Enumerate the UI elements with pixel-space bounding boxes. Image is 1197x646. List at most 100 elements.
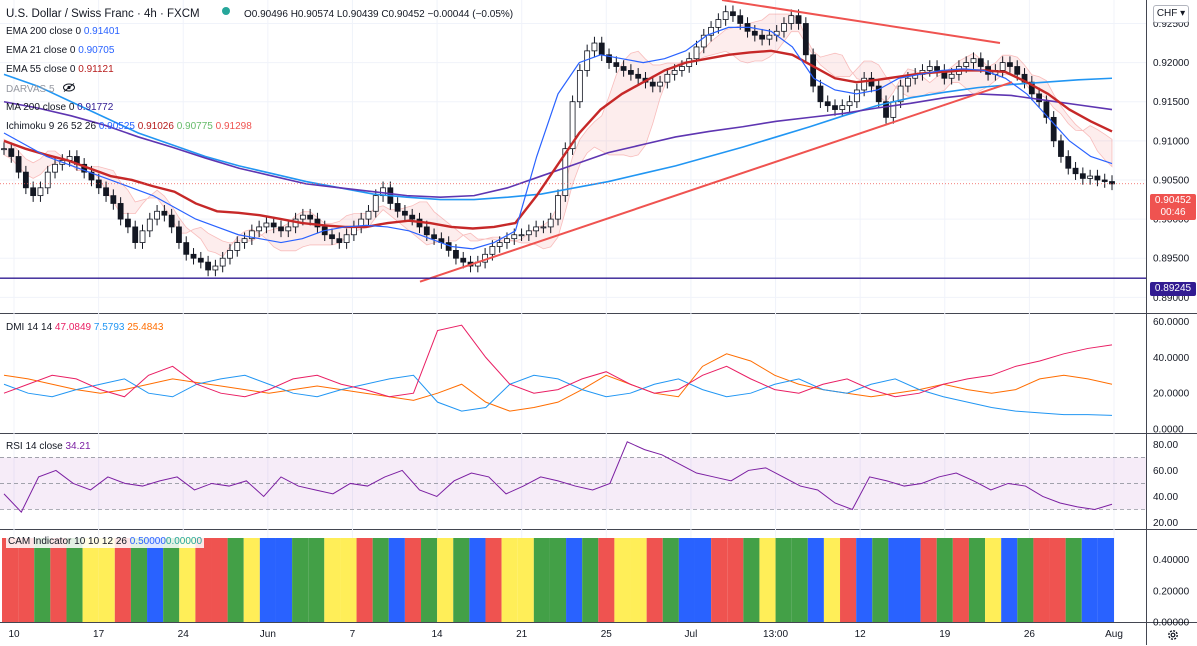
current-price-tag: 0.90452 00:46: [1150, 194, 1196, 220]
candle: [95, 179, 102, 189]
cam-bar: [114, 538, 131, 622]
time-tick-label: 12: [855, 629, 867, 640]
candle: [219, 257, 226, 267]
cam-tick-label: 0.20000: [1153, 586, 1190, 597]
candle: [299, 214, 306, 220]
legend-ema200[interactable]: EMA 200 close 0 0.91401: [6, 26, 120, 38]
bar-countdown: 00:46: [1160, 207, 1186, 218]
cam-bar: [50, 538, 67, 622]
candle: [44, 171, 51, 189]
candle: [248, 230, 255, 240]
cam-bar: [179, 538, 196, 622]
candle: [795, 15, 802, 24]
candle: [620, 66, 627, 71]
cam-bar: [147, 538, 164, 622]
time-tick-label: 14: [432, 629, 444, 640]
descending-trendline: [721, 0, 1001, 45]
dmi-tick-label: 0.0000: [1153, 425, 1184, 436]
candle: [700, 34, 707, 48]
cam-bar: [694, 538, 712, 622]
candle: [576, 70, 583, 103]
candle: [1101, 179, 1108, 182]
gear-icon[interactable]: [1166, 628, 1180, 646]
cam-bar: [501, 538, 518, 622]
legend-ichimoku[interactable]: Ichimoku 9 26 52 26 0.90525 0.91026 0.90…: [6, 121, 252, 133]
cam-bar: [1065, 538, 1082, 622]
horizontal-line-price-tag: 0.89245: [1150, 282, 1196, 296]
candle: [904, 77, 911, 87]
candle: [125, 218, 131, 228]
candle: [256, 226, 263, 232]
rsi-tick-label: 40.00: [1153, 492, 1178, 503]
candle: [817, 85, 824, 103]
cam-bar: [372, 538, 389, 622]
candle: [190, 253, 197, 259]
dmi-plus-di-line: [3, 324, 1113, 398]
candle: [788, 15, 795, 24]
candle: [868, 77, 875, 87]
candle: [278, 226, 284, 232]
candle: [241, 238, 248, 243]
legend-dmi-minus: 7.5793: [93, 322, 125, 333]
candle: [897, 85, 904, 103]
legend-ma200-value: 0.91772: [77, 102, 114, 113]
candle: [37, 187, 44, 197]
cam-bar: [1081, 538, 1098, 622]
dmi-adx-line: [3, 353, 1113, 412]
time-tick-label: 10: [8, 629, 20, 640]
price-tick-label: 0.90000: [1153, 215, 1190, 226]
cam-bar: [227, 538, 244, 622]
symbol-title[interactable]: U.S. Dollar / Swiss Franc · 4h · FXCM: [6, 8, 200, 20]
candle: [197, 257, 204, 263]
cam-bar: [1001, 538, 1018, 622]
candle: [343, 234, 350, 243]
currency-button[interactable]: CHF ▾: [1153, 5, 1189, 23]
candle: [22, 171, 29, 189]
legend-dmi[interactable]: DMI 14 14 47.0849 7.5793 25.4843: [6, 322, 163, 334]
cam-bar: [614, 538, 631, 622]
dmi-minus-di-line: [3, 374, 1113, 416]
candle: [270, 222, 277, 228]
legend-rsi-name: RSI 14 close: [6, 441, 63, 452]
candle: [737, 15, 744, 24]
legend-rsi[interactable]: RSI 14 close 34.21: [6, 441, 91, 453]
cam-bar: [82, 538, 99, 622]
candle: [336, 238, 343, 243]
legend-ema21[interactable]: EMA 21 close 0 0.90705: [6, 45, 114, 57]
cam-bar: [2, 538, 19, 622]
candle: [1094, 175, 1101, 181]
candle: [453, 249, 459, 259]
legend-ichimoku-value-2: 0.91026: [137, 121, 174, 132]
candle: [1007, 62, 1013, 67]
candle: [715, 19, 722, 28]
rsi-line: [3, 441, 1113, 513]
current-price-value: 0.90452: [1154, 195, 1192, 206]
candle: [227, 249, 233, 259]
legend-ema200-name: EMA 200 close 0: [6, 26, 82, 37]
legend-cam[interactable]: CAM Indicator 10 10 12 26 0.500000.00000: [6, 536, 205, 548]
candle: [1050, 116, 1057, 142]
eye-hidden-icon[interactable]: [63, 83, 76, 96]
legend-ma200[interactable]: MA 200 close 0 0.91772: [6, 102, 113, 114]
dmi-tick-label: 40.0000: [1153, 353, 1190, 364]
legend-darvas-name: DARVAS 5: [6, 84, 55, 95]
legend-ichimoku-value-3: 0.90775: [176, 121, 213, 132]
candle: [759, 34, 766, 40]
legend-dmi-name: DMI 14 14: [6, 322, 53, 333]
cam-bar: [662, 538, 679, 622]
dmi-tick-label: 60.0000: [1153, 317, 1190, 328]
candle: [117, 203, 124, 220]
ma200-line: [3, 93, 1113, 198]
candle: [934, 66, 940, 71]
cam-bar: [211, 538, 228, 622]
legend-dmi-plus: 47.0849: [54, 322, 92, 333]
candle: [810, 54, 817, 87]
cam-bar: [549, 538, 567, 622]
candle: [802, 23, 809, 56]
cam-bar: [453, 538, 470, 622]
candle: [1014, 66, 1021, 75]
legend-darvas[interactable]: DARVAS 5: [6, 83, 76, 96]
ema200-line: [3, 73, 1113, 201]
legend-ema55[interactable]: EMA 55 close 0 0.91121: [6, 64, 114, 76]
